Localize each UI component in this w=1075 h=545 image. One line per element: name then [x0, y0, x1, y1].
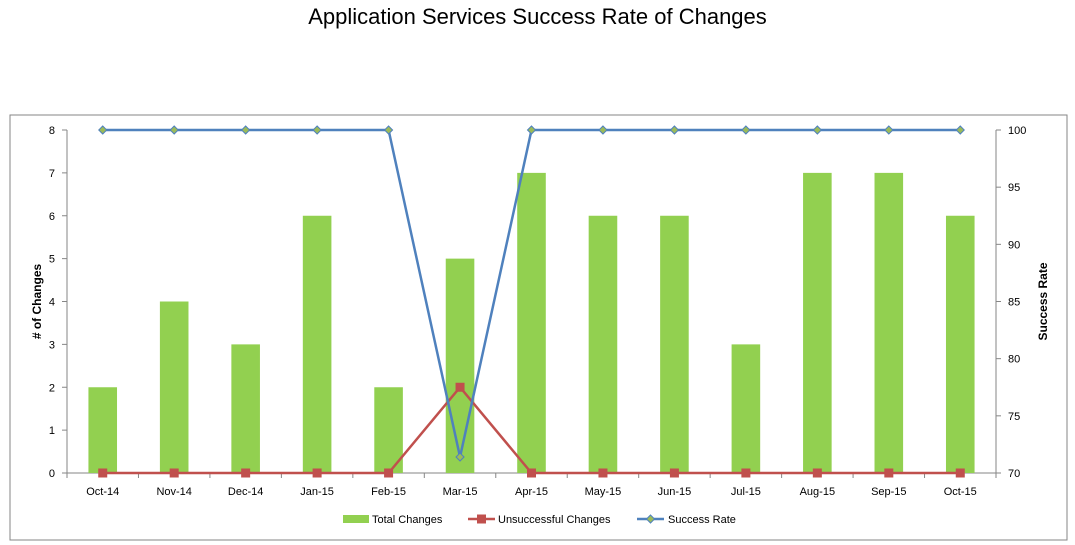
marker-success-rate [98, 125, 108, 135]
y-tick-label-right: 100 [1008, 125, 1026, 137]
y-tick-label-left: 5 [49, 254, 55, 266]
x-tick-label: Sep-15 [871, 486, 906, 498]
x-tick-label: May-15 [585, 486, 622, 498]
marker-success-rate [169, 125, 179, 135]
y-tick-label-right: 85 [1008, 297, 1020, 309]
marker-unsuccessful-changes [384, 468, 394, 478]
bar-total-changes [159, 301, 189, 473]
bar-total-changes [945, 215, 975, 473]
bar-total-changes [588, 215, 618, 473]
marker-unsuccessful-changes [98, 468, 108, 478]
y-tick-label-right: 70 [1008, 468, 1020, 480]
y-tick-label-left: 2 [49, 382, 55, 394]
marker-unsuccessful-changes [312, 468, 322, 478]
y-tick-label-left: 0 [49, 468, 55, 480]
x-tick-label: Apr-15 [515, 486, 548, 498]
marker-unsuccessful-changes [812, 468, 822, 478]
marker-unsuccessful-changes [598, 468, 608, 478]
x-tick-label: Mar-15 [443, 486, 478, 498]
marker-success-rate [884, 125, 894, 135]
legend-swatch-total-changes [343, 515, 369, 523]
y-axis-title: # of Changes [30, 264, 44, 340]
y-tick-label-right: 95 [1008, 182, 1020, 194]
bar-total-changes [302, 215, 332, 473]
bar-total-changes [445, 258, 475, 473]
chart-title: Application Services Success Rate of Cha… [308, 4, 767, 29]
marker-unsuccessful-changes [884, 468, 894, 478]
marker-success-rate [455, 452, 465, 462]
y-tick-label-right: 80 [1008, 354, 1020, 366]
x-tick-label: Jun-15 [658, 486, 692, 498]
y-tick-label-right: 75 [1008, 411, 1020, 423]
bar-total-changes [731, 344, 761, 473]
marker-unsuccessful-changes [741, 468, 751, 478]
y-tick-label-left: 7 [49, 168, 55, 180]
marker-success-rate [741, 125, 751, 135]
x-tick-label: Oct-14 [86, 486, 119, 498]
bar-total-changes [803, 172, 832, 473]
bar-total-changes [660, 215, 689, 473]
legend-label-unsuccessful-changes: Unsuccessful Changes [498, 514, 611, 526]
x-tick-label: Aug-15 [800, 486, 835, 498]
marker-unsuccessful-changes [955, 468, 965, 478]
y-tick-label-right: 90 [1008, 239, 1020, 251]
legend-marker-success-rate [645, 514, 656, 524]
marker-unsuccessful-changes [669, 468, 679, 478]
y-tick-label-left: 4 [49, 297, 55, 309]
marker-unsuccessful-changes [169, 468, 179, 478]
marker-success-rate [383, 125, 394, 135]
y-tick-label-left: 1 [49, 425, 55, 437]
marker-unsuccessful-changes [241, 468, 251, 478]
x-tick-label: Oct-15 [944, 486, 977, 498]
x-tick-label: Nov-14 [156, 486, 191, 498]
bar-total-changes [517, 172, 546, 473]
legend-marker-unsuccessful-changes [477, 514, 486, 524]
legend-label-success-rate: Success Rate [668, 514, 736, 526]
x-tick-label: Feb-15 [371, 486, 406, 498]
bar-total-changes [874, 172, 904, 473]
marker-success-rate [526, 125, 537, 135]
marker-unsuccessful-changes [527, 468, 536, 478]
bar-total-changes [374, 387, 403, 473]
bar-total-changes [231, 344, 260, 473]
x-tick-label: Jan-15 [300, 486, 334, 498]
marker-success-rate [669, 125, 680, 135]
y-tick-label-left: 6 [49, 211, 55, 223]
bar-total-changes [88, 387, 118, 473]
x-tick-label: Jul-15 [731, 486, 761, 498]
marker-success-rate [812, 125, 823, 135]
legend-label-total-changes: Total Changes [372, 514, 443, 526]
marker-success-rate [240, 125, 251, 135]
marker-success-rate [955, 125, 965, 135]
marker-success-rate [598, 125, 608, 135]
marker-unsuccessful-changes [455, 382, 465, 392]
y-tick-label-left: 3 [49, 339, 55, 351]
y2-axis-title: Success Rate [1036, 262, 1050, 340]
marker-success-rate [312, 125, 322, 135]
x-tick-label: Dec-14 [228, 486, 263, 498]
y-tick-label-left: 8 [49, 125, 55, 137]
